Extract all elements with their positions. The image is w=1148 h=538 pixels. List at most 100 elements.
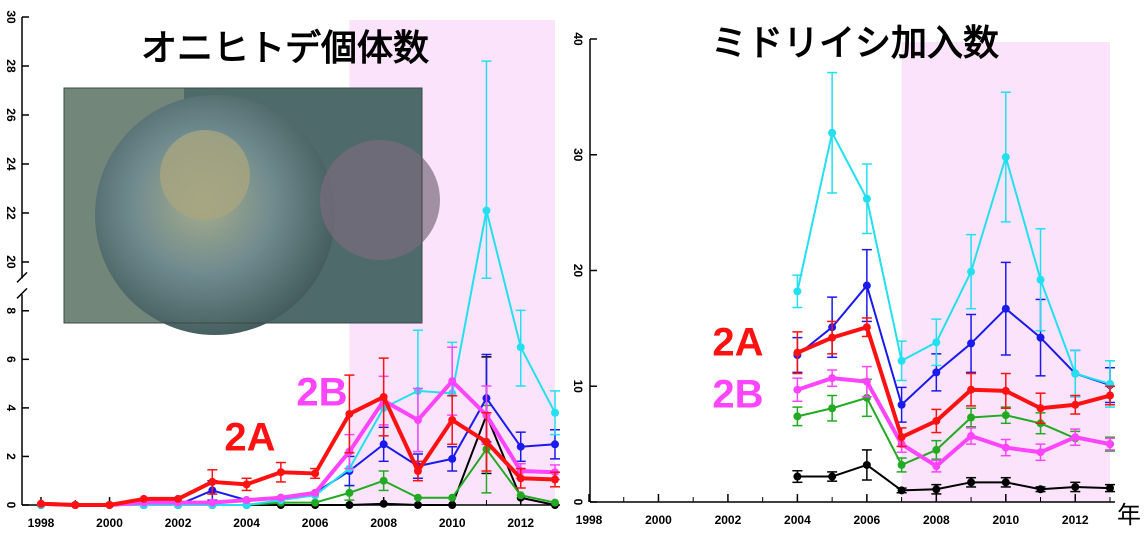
data-point [414, 501, 422, 509]
data-point [208, 499, 216, 507]
data-point [140, 495, 148, 503]
y-tick-label: 30 [4, 10, 18, 24]
data-point [414, 467, 422, 475]
y-tick-label: 40 [571, 32, 585, 46]
data-point [380, 477, 388, 485]
data-point [311, 489, 319, 497]
data-point [517, 491, 525, 499]
x-tick-label: 2008 [370, 516, 397, 530]
data-point [1106, 392, 1114, 400]
x-tick-label: 2000 [96, 516, 123, 530]
data-point [1002, 153, 1010, 161]
data-point [1037, 448, 1045, 456]
data-point [828, 334, 836, 342]
data-point [863, 323, 871, 331]
y-tick-label: 6 [4, 356, 18, 363]
data-point [793, 287, 801, 295]
y-tick-label: 20 [571, 264, 585, 278]
data-point [1037, 485, 1045, 493]
data-point [932, 462, 940, 470]
data-point [967, 414, 975, 422]
data-point [1106, 440, 1114, 448]
data-point [448, 455, 456, 463]
data-point [380, 440, 388, 448]
data-point [551, 440, 559, 448]
data-point [1071, 370, 1079, 378]
x-tick-label: 2012 [1062, 513, 1089, 527]
data-point [967, 339, 975, 347]
x-tick-label: 2010 [439, 516, 466, 530]
data-point [863, 282, 871, 290]
data-point [551, 499, 559, 507]
data-point [277, 468, 285, 476]
y-tick-label: 4 [4, 405, 18, 412]
data-point [898, 461, 906, 469]
data-point [243, 496, 251, 504]
x-tick-label: 2002 [165, 516, 192, 530]
data-point [448, 494, 456, 502]
y-tick-label: 10 [571, 380, 585, 394]
series-label: 2B [712, 373, 763, 417]
x-tick-label: 2002 [715, 513, 742, 527]
data-point [932, 485, 940, 493]
data-point [448, 377, 456, 385]
data-point [380, 393, 388, 401]
data-point [1071, 433, 1079, 441]
y-tick-label: 30 [571, 148, 585, 162]
data-point [863, 195, 871, 203]
data-point [932, 446, 940, 454]
x-tick-label: 2012 [507, 516, 534, 530]
data-point [277, 494, 285, 502]
page: オニヒトデ個体数19982000200220042006200820102012… [0, 0, 1148, 538]
series-label: 2B [296, 371, 347, 415]
data-point [793, 412, 801, 420]
x-tick-label: 2010 [992, 513, 1019, 527]
data-point [828, 129, 836, 137]
x-axis-label: 年 [1117, 501, 1141, 529]
data-point [828, 374, 836, 382]
data-point [1002, 444, 1010, 452]
data-point [482, 438, 490, 446]
data-point [828, 473, 836, 481]
data-point [863, 461, 871, 469]
y-tick-label: 0 [571, 499, 585, 506]
data-point [345, 501, 353, 509]
y-tick-label: 22 [4, 206, 18, 220]
data-point [71, 501, 79, 509]
data-point [898, 433, 906, 441]
figure: オニヒトデ個体数19982000200220042006200820102012… [0, 0, 1148, 538]
data-point [311, 499, 319, 507]
data-point [863, 378, 871, 386]
data-point [967, 478, 975, 486]
x-tick-label: 2008 [923, 513, 950, 527]
data-point [1002, 411, 1010, 419]
data-point [793, 386, 801, 394]
data-point [898, 486, 906, 494]
data-point [932, 417, 940, 425]
x-tick-label: 2004 [233, 516, 260, 530]
series-label: 2A [224, 416, 275, 460]
data-point [1002, 478, 1010, 486]
series-label: 2A [712, 321, 763, 365]
data-point [967, 432, 975, 440]
data-point [311, 469, 319, 477]
data-point [898, 357, 906, 365]
data-point [1106, 484, 1114, 492]
data-point [448, 416, 456, 424]
data-point [517, 474, 525, 482]
data-point [932, 338, 940, 346]
data-point [380, 500, 388, 508]
data-point [517, 443, 525, 451]
data-point [898, 401, 906, 409]
data-point [1002, 387, 1010, 395]
x-tick-label: 2006 [302, 516, 329, 530]
data-point [793, 473, 801, 481]
chart-title: オニヒトデ個体数 [141, 27, 429, 69]
data-point [414, 416, 422, 424]
data-point [1002, 305, 1010, 313]
y-tick-label: 8 [4, 307, 18, 314]
x-tick-label: 1998 [28, 516, 55, 530]
y-tick-label: 26 [4, 108, 18, 122]
x-tick-label: 2000 [645, 513, 672, 527]
x-tick-label: 2004 [784, 513, 811, 527]
